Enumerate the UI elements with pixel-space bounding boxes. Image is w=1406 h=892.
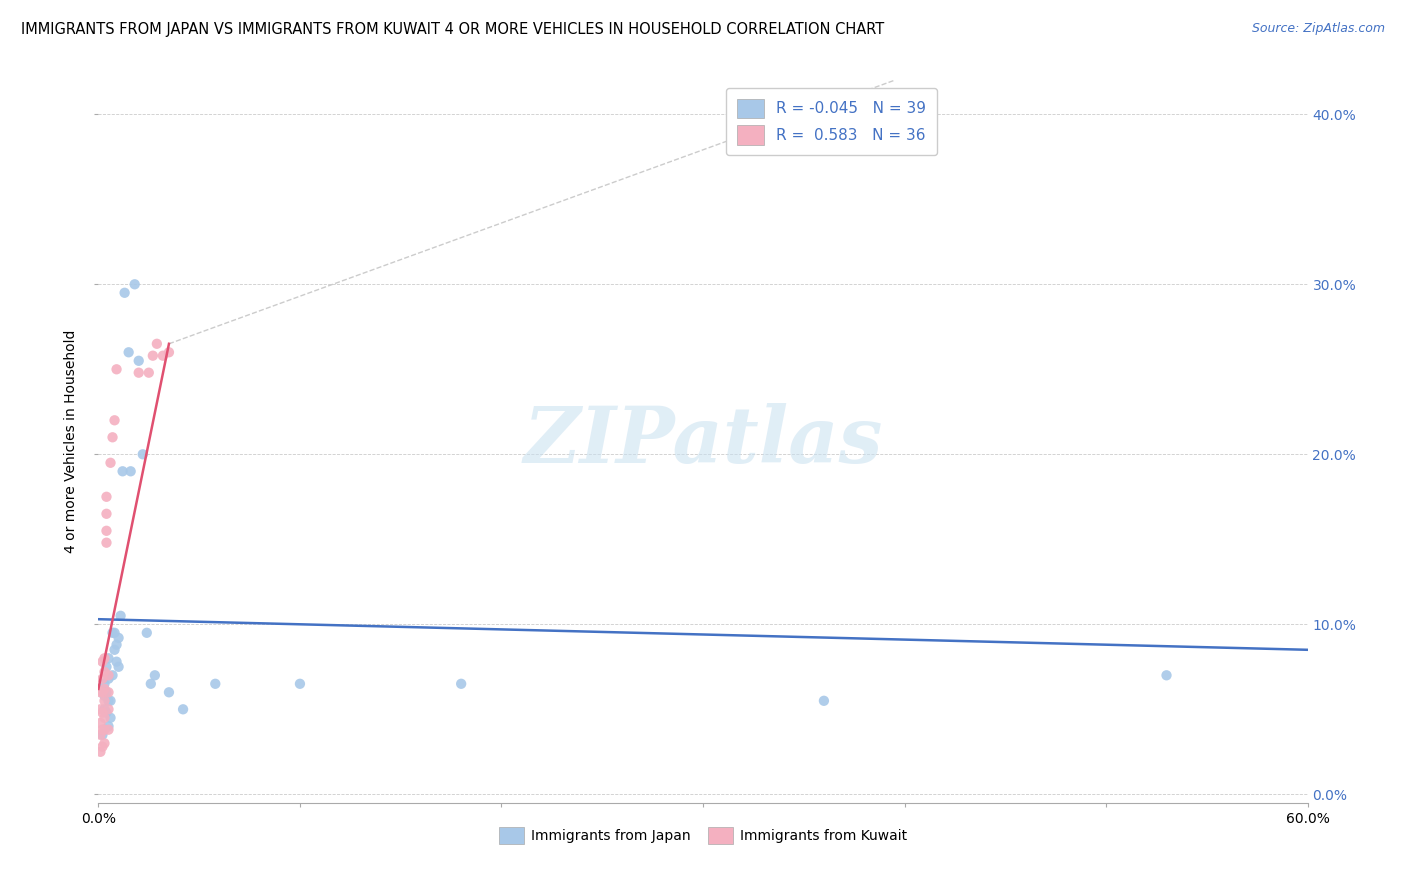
Point (103, 413, 125, 427)
Point (89, 715, 111, 730)
Point (105, 655, 128, 669)
Point (157, 685, 180, 699)
Point (97, 685, 120, 699)
Point (89, 745, 111, 759)
Point (96, 685, 118, 699)
Text: Source: ZipAtlas.com: Source: ZipAtlas.com (1251, 22, 1385, 36)
Point (103, 625, 125, 640)
Point (105, 362, 128, 376)
Point (91, 655, 114, 669)
Point (97, 702, 120, 716)
Point (146, 336, 169, 351)
Point (101, 430, 124, 444)
Point (96, 524, 118, 538)
Point (93, 736, 115, 750)
Point (97, 723, 120, 737)
Point (142, 349, 165, 363)
Point (450, 677, 472, 691)
Point (100, 711, 122, 725)
Point (97, 694, 120, 708)
Point (152, 349, 174, 363)
Point (100, 694, 122, 708)
Point (143, 668, 166, 682)
Point (93, 702, 115, 716)
Point (107, 631, 129, 645)
Text: IMMIGRANTS FROM JAPAN VS IMMIGRANTS FROM KUWAIT 4 OR MORE VEHICLES IN HOUSEHOLD : IMMIGRANTS FROM JAPAN VS IMMIGRANTS FROM… (21, 22, 884, 37)
Y-axis label: 4 or more Vehicles in Household: 4 or more Vehicles in Household (65, 330, 79, 553)
Point (813, 694, 835, 708)
Point (135, 625, 157, 640)
Point (111, 464, 134, 478)
Point (114, 285, 136, 300)
Point (110, 608, 132, 623)
Point (105, 638, 128, 652)
Point (91, 739, 114, 754)
Point (124, 277, 146, 292)
Point (91, 672, 114, 686)
Point (157, 345, 180, 359)
Point (128, 366, 150, 380)
Point (89, 702, 111, 716)
Point (96, 490, 118, 504)
Point (132, 447, 155, 461)
Point (101, 668, 124, 682)
Text: ZIPatlas: ZIPatlas (523, 403, 883, 480)
Point (96, 706, 118, 720)
Point (172, 702, 194, 716)
Point (89, 728, 111, 742)
Point (97, 651, 120, 665)
Point (100, 456, 122, 470)
Point (96, 507, 118, 521)
Point (103, 642, 125, 657)
Point (120, 464, 142, 478)
Point (128, 353, 150, 368)
Point (93, 677, 115, 691)
Point (97, 668, 120, 682)
Point (93, 723, 115, 737)
Point (107, 660, 129, 674)
Point (139, 677, 162, 691)
Point (89, 685, 111, 699)
Point (93, 711, 115, 725)
Point (91, 706, 114, 720)
Point (97, 719, 120, 733)
Point (97, 672, 120, 686)
Point (138, 366, 160, 380)
Point (288, 677, 311, 691)
Point (91, 723, 114, 737)
Point (93, 651, 115, 665)
Point (91, 728, 114, 742)
Point (91, 685, 114, 699)
Point (101, 625, 124, 640)
Point (93, 681, 115, 696)
Point (1156, 668, 1178, 682)
Point (93, 694, 115, 708)
Point (93, 665, 115, 679)
Point (96, 535, 118, 549)
Point (204, 677, 226, 691)
Point (96, 660, 118, 674)
Legend: Immigrants from Japan, Immigrants from Kuwait: Immigrants from Japan, Immigrants from K… (494, 822, 912, 850)
Point (118, 345, 141, 359)
Point (93, 689, 115, 703)
